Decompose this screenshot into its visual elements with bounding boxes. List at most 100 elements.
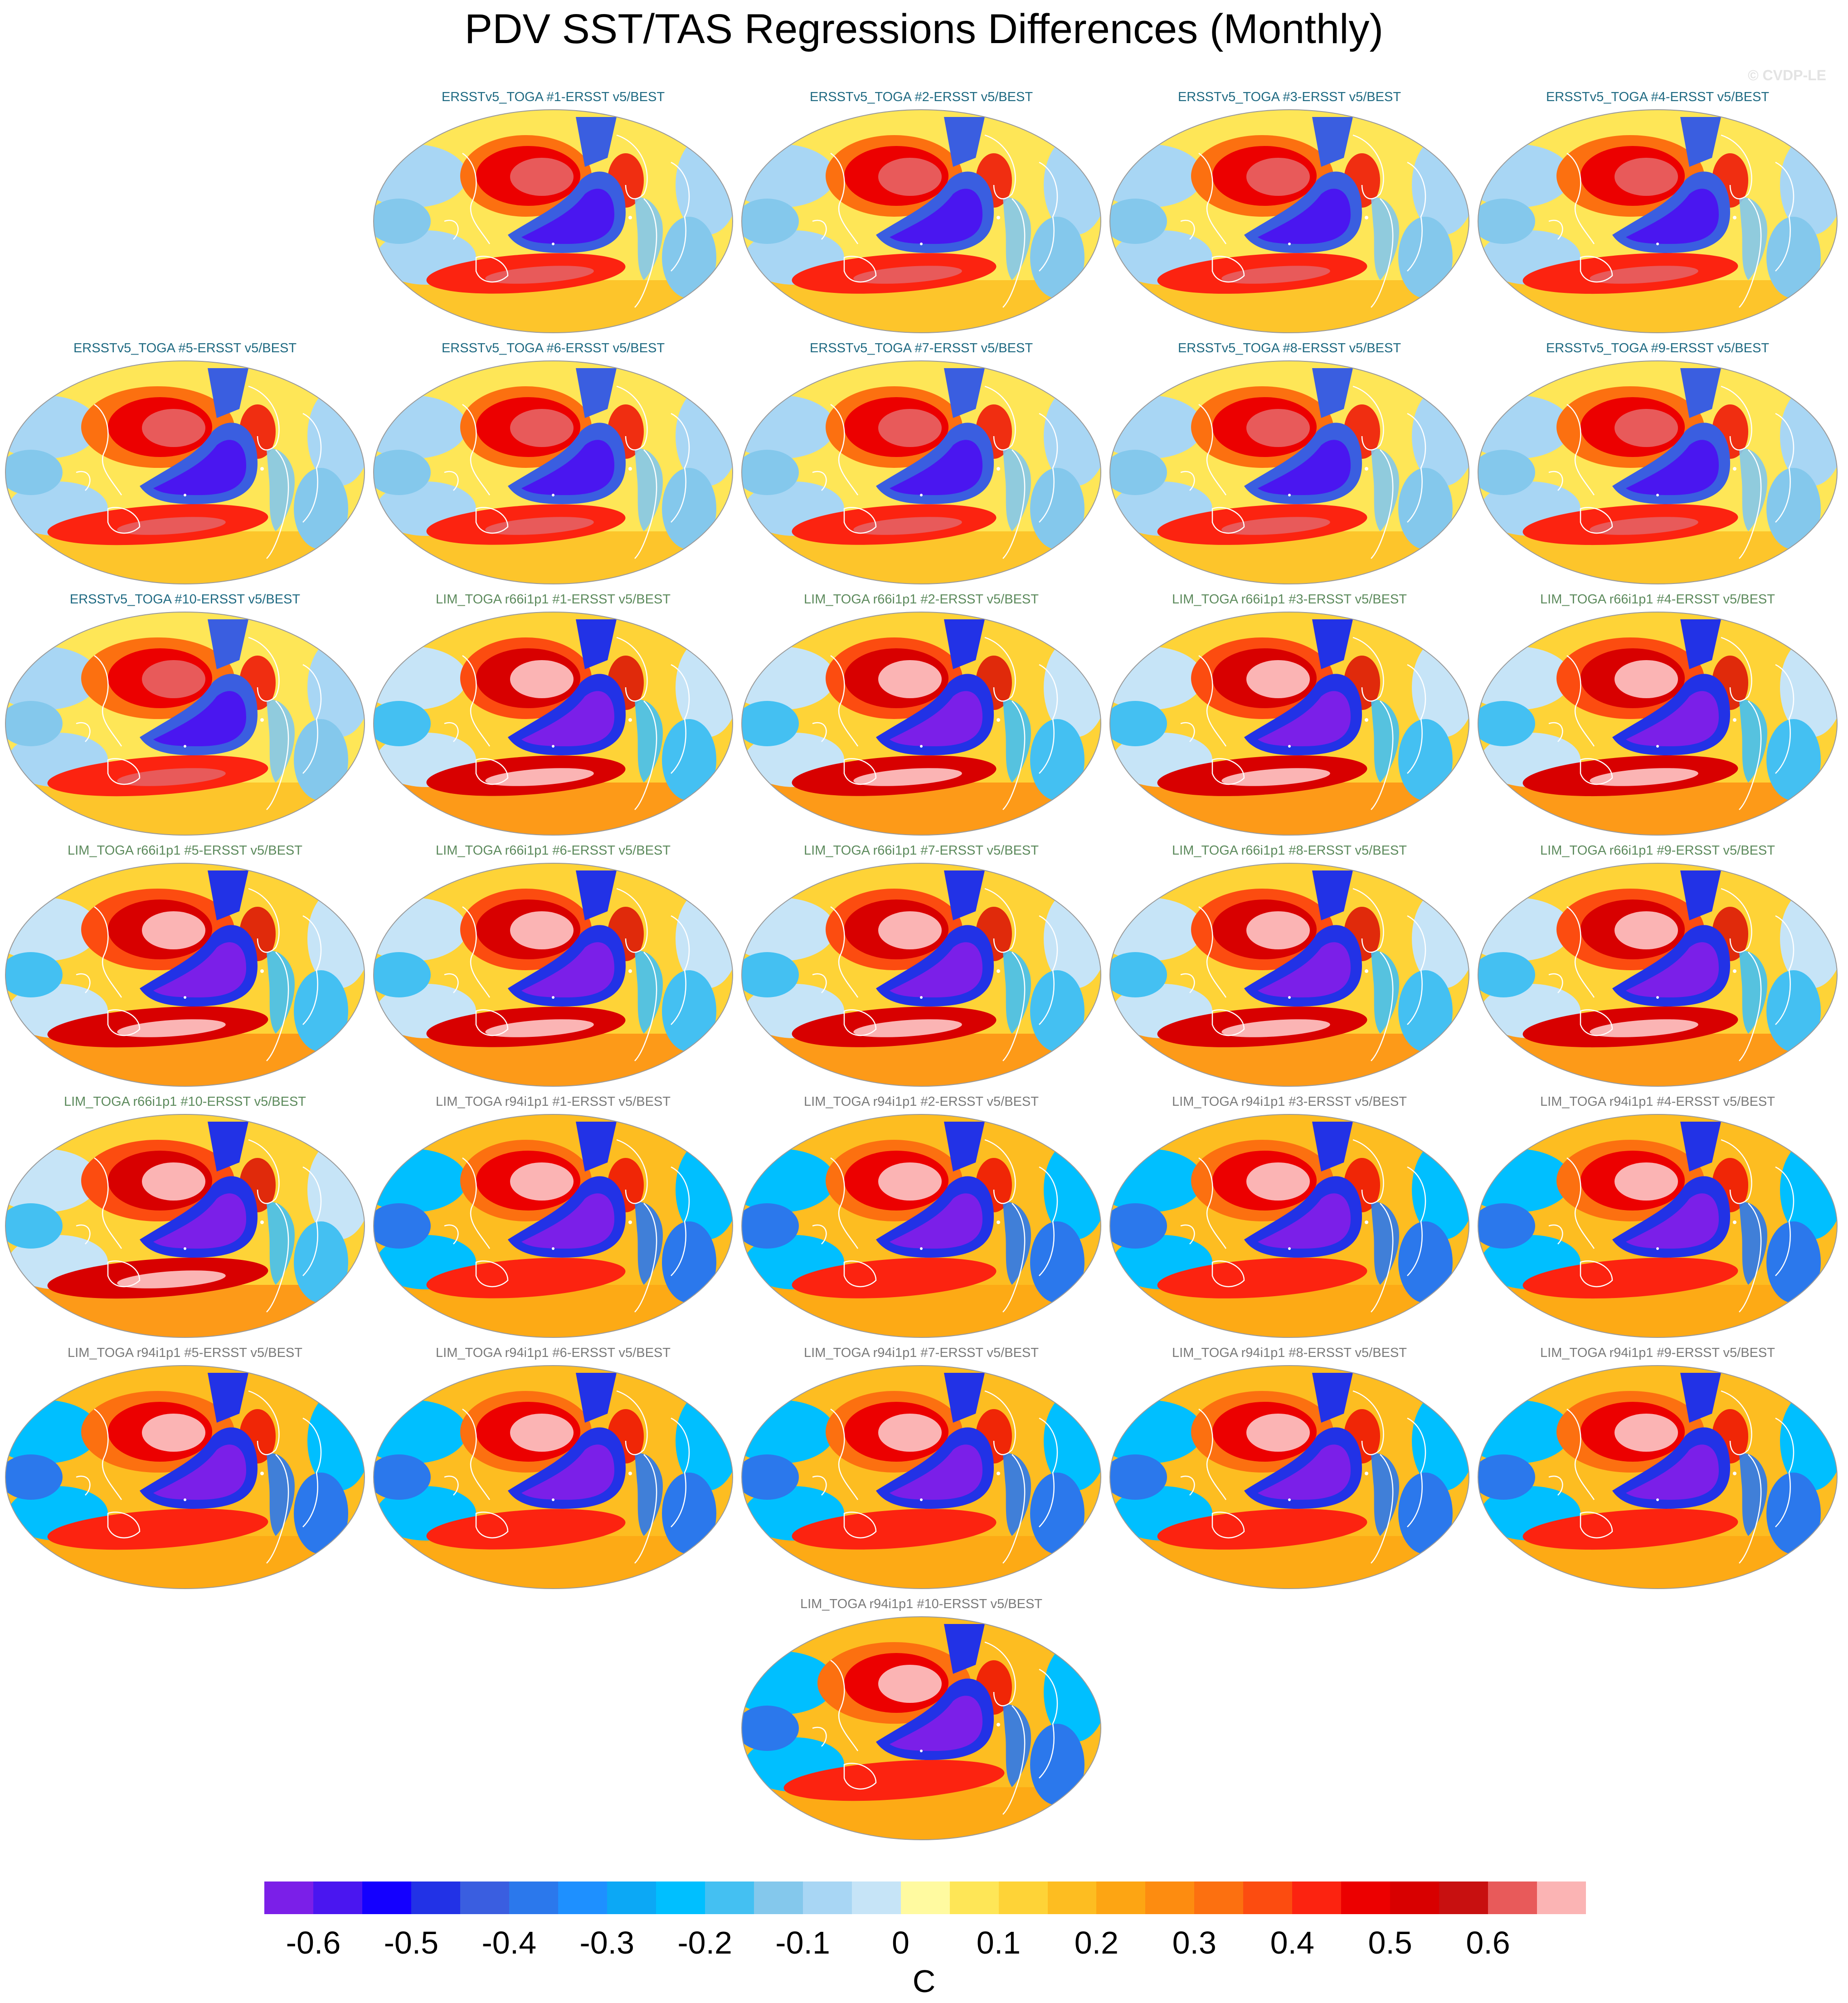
panel-title: LIM_TOGA r94i1p1 #2-ERSST v5/BEST [804,1094,1039,1109]
colorbar-box [509,1881,558,1914]
panel-title: LIM_TOGA r94i1p1 #1-ERSST v5/BEST [436,1094,671,1109]
colorbar-box [900,1881,950,1914]
map-panel: LIM_TOGA r94i1p1 #7-ERSST v5/BEST [740,1346,1103,1590]
pdv-regression-map [373,1365,733,1589]
panel-title: ERSSTv5_TOGA #5-ERSST v5/BEST [73,341,297,355]
panel-title: LIM_TOGA r66i1p1 #9-ERSST v5/BEST [1540,843,1775,858]
map-panel: LIM_TOGA r66i1p1 #9-ERSST v5/BEST [1476,843,1839,1088]
panel-title: LIM_TOGA r94i1p1 #6-ERSST v5/BEST [436,1346,671,1360]
map-panel: ERSSTv5_TOGA #10-ERSST v5/BEST [4,592,366,837]
map-panel: LIM_TOGA r66i1p1 #2-ERSST v5/BEST [740,592,1103,837]
colorbar-box [1096,1881,1146,1914]
map-panel: ERSSTv5_TOGA #2-ERSST v5/BEST [740,90,1103,335]
map-panel: ERSSTv5_TOGA #4-ERSST v5/BEST [1476,90,1839,335]
map-panel: ERSSTv5_TOGA #5-ERSST v5/BEST [4,341,366,586]
pdv-regression-map [1109,1365,1469,1589]
colorbar-box [1537,1881,1586,1914]
pdv-regression-map [1109,863,1469,1087]
colorbar-box [362,1881,411,1914]
pdv-regression-map [5,1114,365,1338]
map-panel: ERSSTv5_TOGA #6-ERSST v5/BEST [372,341,734,586]
colorbar-box [851,1881,901,1914]
map-panel: LIM_TOGA r66i1p1 #3-ERSST v5/BEST [1108,592,1471,837]
pdv-regression-map [373,109,733,333]
colorbar-tick-label: -0.1 [775,1925,830,1960]
colorbar-box [460,1881,509,1914]
colorbar-box [1390,1881,1439,1914]
colorbar-tick-label: -0.3 [579,1925,635,1960]
map-panel: LIM_TOGA r94i1p1 #5-ERSST v5/BEST [4,1346,366,1590]
colorbar-box [705,1881,754,1914]
colorbar-tick-label: -0.5 [384,1925,439,1960]
colorbar-boxes [264,1881,1586,1914]
map-panel: LIM_TOGA r66i1p1 #8-ERSST v5/BEST [1108,843,1471,1088]
panel-title: ERSSTv5_TOGA #8-ERSST v5/BEST [1177,341,1401,355]
map-panel: LIM_TOGA r66i1p1 #1-ERSST v5/BEST [372,592,734,837]
colorbar-tick-label: 0.6 [1466,1925,1510,1960]
map-panel: ERSSTv5_TOGA #3-ERSST v5/BEST [1108,90,1471,335]
map-panel: LIM_TOGA r66i1p1 #4-ERSST v5/BEST [1476,592,1839,837]
colorbar-tick-label: 0.3 [1172,1925,1216,1960]
pdv-regression-map [741,1616,1101,1840]
map-panel: ERSSTv5_TOGA #8-ERSST v5/BEST [1108,341,1471,586]
map-panel: LIM_TOGA r94i1p1 #6-ERSST v5/BEST [372,1346,734,1590]
panel-title: LIM_TOGA r66i1p1 #4-ERSST v5/BEST [1540,592,1775,607]
figure-title: PDV SST/TAS Regressions Differences (Mon… [464,6,1384,52]
panel-title: LIM_TOGA r66i1p1 #7-ERSST v5/BEST [804,843,1039,858]
colorbar-box [558,1881,607,1914]
pdv-regression-map [741,863,1101,1087]
map-panel: LIM_TOGA r66i1p1 #10-ERSST v5/BEST [4,1094,366,1339]
map-panel: LIM_TOGA r66i1p1 #7-ERSST v5/BEST [740,843,1103,1088]
panel-title: LIM_TOGA r66i1p1 #2-ERSST v5/BEST [804,592,1039,607]
pdv-regression-map [741,360,1101,584]
panel-title: LIM_TOGA r94i1p1 #7-ERSST v5/BEST [804,1346,1039,1360]
pdv-regression-map [1109,360,1469,584]
pdv-regression-map [373,360,733,584]
map-panel: LIM_TOGA r94i1p1 #1-ERSST v5/BEST [372,1094,734,1339]
panel-title: ERSSTv5_TOGA #4-ERSST v5/BEST [1546,90,1770,104]
colorbar-tick-label: -0.4 [481,1925,537,1960]
colorbar-unit-label: C [912,1964,936,1999]
map-panel: LIM_TOGA r94i1p1 #8-ERSST v5/BEST [1108,1346,1471,1590]
pdv-regression-map [741,109,1101,333]
pdv-regression-map [1478,1365,1838,1589]
colorbar-box [754,1881,803,1914]
pdv-regression-map [741,612,1101,836]
pdv-regression-map [5,612,365,836]
colorbar-tick-label: 0.5 [1368,1925,1412,1960]
pdv-regression-map [1478,1114,1838,1338]
map-panel: LIM_TOGA r94i1p1 #4-ERSST v5/BEST [1476,1094,1839,1339]
colorbar-box [1243,1881,1293,1914]
pdv-regression-map [1478,109,1838,333]
pdv-regression-map [373,612,733,836]
colorbar-box [313,1881,362,1914]
colorbar-tick-label: 0 [892,1925,909,1960]
map-panel: LIM_TOGA r94i1p1 #3-ERSST v5/BEST [1108,1094,1471,1339]
panel-title: LIM_TOGA r94i1p1 #4-ERSST v5/BEST [1540,1094,1775,1109]
pdv-regression-map [373,1114,733,1338]
watermark: © CVDP-LE [1748,67,1826,83]
pdv-regression-map [1109,1114,1469,1338]
colorbar-tick-label: -0.2 [677,1925,732,1960]
pdv-regression-map [5,1365,365,1589]
colorbar-tick-label: 0.1 [976,1925,1021,1960]
panel-title: ERSSTv5_TOGA #9-ERSST v5/BEST [1546,341,1770,355]
colorbar-tick-label: 0.4 [1270,1925,1314,1960]
colorbar-box [656,1881,705,1914]
pdv-regression-map [1109,109,1469,333]
pdv-regression-map [741,1365,1101,1589]
panel-title: ERSSTv5_TOGA #10-ERSST v5/BEST [69,592,301,607]
panel-title: LIM_TOGA r94i1p1 #8-ERSST v5/BEST [1172,1346,1407,1360]
pdv-regression-map [373,863,733,1087]
colorbar: -0.6 -0.5 -0.4 -0.3 -0.2 -0.1 0 0.1 0.2 0.3 0.4 0.5… [0,1881,1848,2003]
pdv-regression-map [5,360,365,584]
panel-title: LIM_TOGA r66i1p1 #10-ERSST v5/BEST [63,1094,306,1109]
colorbar-box [1047,1881,1097,1914]
colorbar-box [1145,1881,1195,1914]
colorbar-box [998,1881,1048,1914]
panel-title: LIM_TOGA r94i1p1 #9-ERSST v5/BEST [1540,1346,1775,1360]
panel-title: LIM_TOGA r94i1p1 #3-ERSST v5/BEST [1172,1094,1407,1109]
pdv-regression-map [5,863,365,1087]
panel-title: LIM_TOGA r66i1p1 #1-ERSST v5/BEST [436,592,671,607]
panel-title: ERSSTv5_TOGA #1-ERSST v5/BEST [441,90,665,104]
